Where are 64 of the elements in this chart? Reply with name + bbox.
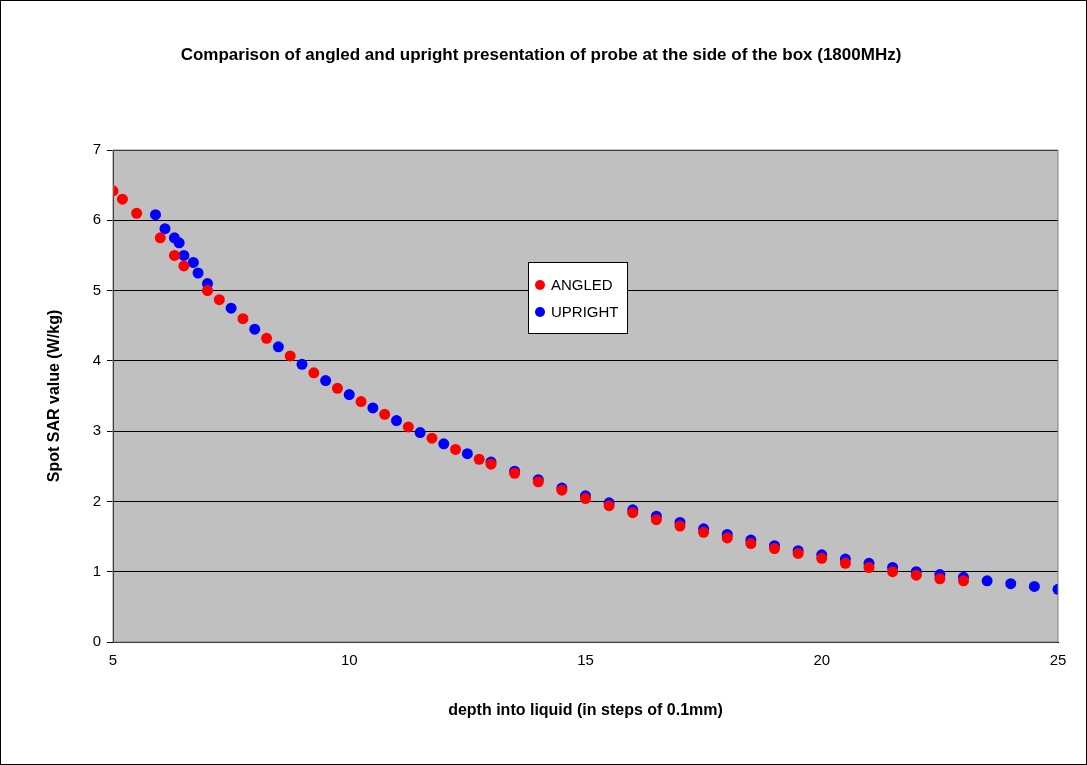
y-tick-label: 5 [92, 280, 101, 298]
y-tick-label: 4 [92, 351, 101, 368]
point [237, 313, 249, 325]
x-axis-title: depth into liquid (in steps of 0.1mm) [448, 700, 723, 718]
point [438, 438, 450, 450]
point [116, 193, 128, 205]
point [272, 341, 284, 353]
point [981, 575, 993, 587]
point [168, 249, 180, 261]
point [154, 232, 166, 244]
point [331, 382, 343, 394]
legend-label: UPRIGHT [551, 303, 619, 320]
x-tick-label: 15 [577, 651, 594, 669]
point [178, 249, 190, 261]
point [391, 415, 402, 427]
point [461, 448, 473, 460]
point [379, 408, 391, 420]
point [159, 223, 171, 235]
point [187, 256, 199, 268]
x-tick-label: 10 [340, 651, 358, 669]
point [863, 562, 875, 573]
point [249, 323, 261, 335]
legend-label: ANGLED [551, 276, 613, 293]
point [131, 207, 143, 219]
point [934, 573, 946, 585]
point [296, 358, 308, 370]
y-tick-label: 0 [92, 632, 101, 650]
point [473, 453, 485, 465]
x-tick-label: 20 [813, 651, 831, 669]
point [213, 294, 225, 306]
point [173, 237, 185, 249]
point [367, 402, 379, 414]
point [450, 443, 462, 455]
point [650, 514, 662, 526]
point [1005, 578, 1017, 590]
chart-title: Comparison of angled and upright presentation of probe at the side of the box (1800MHz) [179, 44, 903, 66]
point [150, 209, 162, 221]
point [414, 427, 426, 439]
point [320, 375, 332, 387]
point [355, 396, 367, 408]
point [284, 350, 296, 362]
point [192, 267, 204, 279]
point [839, 557, 851, 569]
y-tick-label: 7 [92, 140, 101, 158]
y-tick-label: 2 [92, 491, 101, 509]
y-tick-label: 6 [92, 210, 101, 228]
point [745, 538, 757, 550]
y-axis-title: Spot SAR value (W/kg) [45, 309, 63, 483]
point [721, 532, 733, 544]
point [178, 260, 190, 272]
point [402, 421, 414, 433]
point [426, 432, 438, 444]
point [225, 302, 237, 314]
point [958, 575, 969, 587]
x-tick-label: 5 [108, 651, 118, 669]
point [887, 566, 899, 578]
point [343, 389, 355, 401]
point [1028, 580, 1040, 592]
y-tick-label: 3 [92, 421, 101, 439]
y-tick-label: 1 [92, 561, 101, 579]
point [308, 367, 320, 379]
x-tick-label: 25 [1049, 651, 1067, 669]
point [202, 285, 213, 297]
point [261, 332, 273, 344]
